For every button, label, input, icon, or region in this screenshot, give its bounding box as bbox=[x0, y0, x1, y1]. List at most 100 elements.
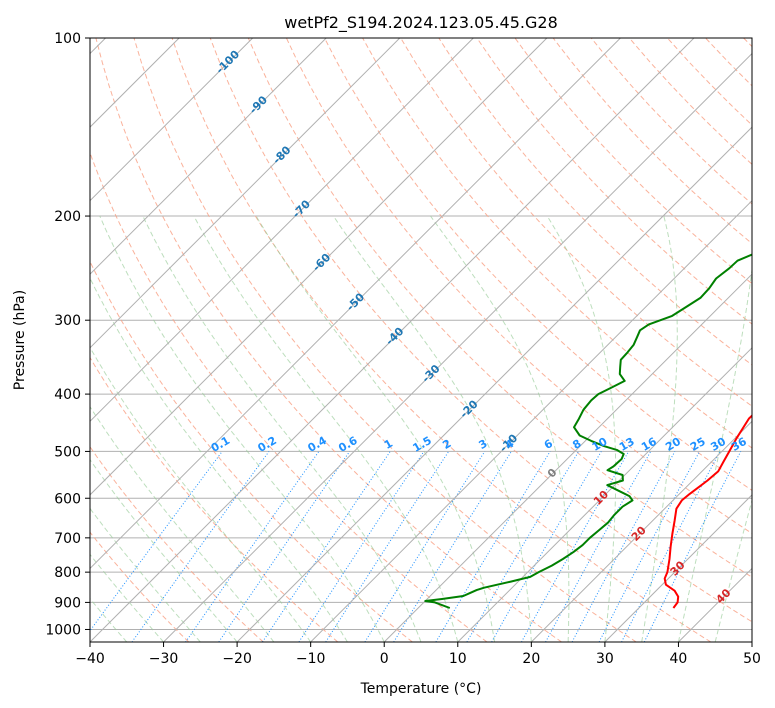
isotherm-line bbox=[751, 641, 752, 642]
x-tick: 50 bbox=[743, 642, 761, 667]
y-tick: 700 bbox=[54, 531, 90, 547]
moist-adiabat bbox=[90, 277, 348, 642]
x-tick: 0 bbox=[380, 642, 389, 667]
dry-adiabat bbox=[171, 38, 712, 642]
dry-adiabat bbox=[90, 151, 488, 642]
mixing-ratio-line bbox=[262, 451, 391, 642]
moist-adiabat bbox=[546, 215, 617, 642]
x-tick: 30 bbox=[596, 642, 614, 667]
isotherm-label: -40 bbox=[383, 325, 406, 348]
moist-adiabat bbox=[90, 458, 238, 642]
x-tick: −40 bbox=[75, 642, 105, 667]
moist-adiabat bbox=[90, 553, 164, 642]
isotherm-line bbox=[90, 38, 327, 275]
dry-adiabat bbox=[705, 38, 752, 87]
isotherm-line bbox=[310, 199, 752, 642]
y-tick-label: 700 bbox=[54, 531, 81, 547]
x-tick-label: 30 bbox=[596, 651, 614, 667]
mixing-ratio-line bbox=[435, 451, 551, 642]
x-tick: −10 bbox=[296, 642, 326, 667]
y-tick-label: 600 bbox=[54, 491, 81, 507]
y-tick: 900 bbox=[54, 595, 90, 611]
moist-adiabat bbox=[90, 598, 128, 642]
x-tick-label: −20 bbox=[222, 651, 252, 667]
y-tick: 100 bbox=[54, 31, 90, 47]
x-tick-label: −10 bbox=[296, 651, 326, 667]
dry-adiabat bbox=[324, 38, 752, 491]
isotherm-label: -90 bbox=[247, 93, 270, 116]
dewpoint-profile-line bbox=[424, 253, 752, 609]
plot-area: -100-90-80-70-60-50-40-30-20-10010203040… bbox=[90, 38, 752, 642]
moist-adiabat bbox=[332, 215, 532, 642]
isotherm-line bbox=[236, 126, 752, 642]
dry-adiabat bbox=[209, 38, 752, 623]
x-tick: 40 bbox=[670, 642, 688, 667]
y-tick: 400 bbox=[54, 387, 90, 403]
dry-adiabat bbox=[514, 38, 752, 285]
y-tick-label: 200 bbox=[54, 209, 81, 225]
isotherm-line bbox=[90, 38, 621, 570]
y-tick: 1000 bbox=[45, 622, 90, 638]
y-tick-label: 500 bbox=[54, 444, 81, 460]
x-tick-label: 0 bbox=[380, 651, 389, 667]
dry-adiabat bbox=[743, 38, 752, 48]
chart-title: wetPf2_S194.2024.123.05.45.G28 bbox=[284, 13, 558, 33]
y-tick-label: 900 bbox=[54, 595, 81, 611]
mixing-ratio-lines bbox=[90, 451, 742, 642]
mixing-ratio-line bbox=[218, 451, 351, 642]
mixing-ratio-line bbox=[90, 451, 223, 632]
dry-adiabat bbox=[90, 531, 190, 642]
x-tick-label: −30 bbox=[149, 651, 179, 667]
mixing-ratio-line bbox=[325, 451, 450, 642]
moist-adiabat bbox=[90, 507, 201, 642]
y-axis-ticks: 1000 900 800 700 600 500 400 300 200 100 bbox=[45, 31, 90, 638]
x-tick-label: 20 bbox=[522, 651, 540, 667]
isotherm-line bbox=[90, 38, 474, 423]
x-axis-ticks: −40 −30 −20 −10 0 10 20 30 40 50 bbox=[75, 642, 761, 667]
dry-adiabat bbox=[90, 445, 264, 642]
temperature-profile-line bbox=[663, 414, 752, 609]
y-axis-label: Pressure (hPa) bbox=[12, 290, 28, 390]
moist-adiabat bbox=[90, 405, 275, 642]
isotherm-label: 10 bbox=[591, 488, 611, 508]
dry-adiabat bbox=[476, 38, 752, 325]
mixing-ratio-line bbox=[131, 451, 270, 642]
dry-adiabat bbox=[95, 38, 562, 642]
mixing-ratio-line bbox=[364, 451, 486, 642]
plot-frame bbox=[89, 37, 753, 643]
y-tick-label: 400 bbox=[54, 387, 81, 403]
isotherm-label: 20 bbox=[629, 524, 649, 544]
mixing-ratio-line bbox=[521, 451, 630, 642]
dry-adiabat bbox=[400, 38, 752, 407]
isotherm-line bbox=[163, 52, 752, 642]
y-tick: 300 bbox=[54, 313, 90, 329]
dry-adiabat bbox=[667, 38, 752, 126]
dry-adiabat bbox=[247, 38, 752, 578]
mixing-ratio-line bbox=[621, 451, 721, 642]
y-tick-label: 800 bbox=[54, 565, 81, 581]
isotherm-label: 40 bbox=[713, 586, 733, 606]
isotherm-line bbox=[457, 347, 752, 642]
x-tick-label: 50 bbox=[743, 651, 761, 667]
isotherm-line bbox=[383, 273, 752, 642]
x-tick: −30 bbox=[149, 642, 179, 667]
sounding-profiles bbox=[424, 253, 752, 609]
isotherm-line bbox=[90, 38, 401, 349]
y-tick: 600 bbox=[54, 491, 90, 507]
mixing-ratio-label: 1 bbox=[382, 437, 395, 452]
dry-adiabat bbox=[285, 38, 752, 535]
isotherm-label: -60 bbox=[310, 251, 333, 274]
x-tick-label: 40 bbox=[670, 651, 688, 667]
x-tick: 20 bbox=[522, 642, 540, 667]
dry-adiabat bbox=[90, 260, 413, 642]
moist-adiabat bbox=[90, 346, 312, 642]
dry-adiabat bbox=[133, 38, 637, 642]
isotherm-line bbox=[90, 38, 254, 202]
isotherm-line bbox=[604, 494, 752, 642]
moist-adiabat bbox=[255, 215, 496, 642]
y-tick-label: 1000 bbox=[45, 622, 81, 638]
isotherms bbox=[90, 38, 752, 642]
mixing-ratio-line bbox=[466, 451, 580, 642]
isotherm-label: -20 bbox=[457, 397, 480, 420]
